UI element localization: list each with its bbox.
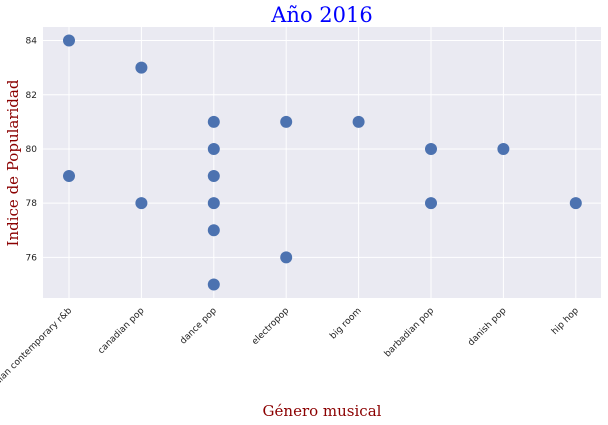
data-point [63,170,75,183]
data-point [207,142,220,155]
data-point [207,197,220,210]
data-point [207,115,220,128]
data-point [425,197,437,210]
y-axis-label: Indice de Popularidad [4,79,22,246]
chart-title: Año 2016 [270,3,372,27]
y-tick-label: 78 [26,199,38,209]
x-tick-label: barbadian pop [383,306,437,360]
x-tick-labels: canadian contemporary r&b canadian pop dan… [0,306,581,403]
y-tick-label: 82 [26,91,37,101]
data-point [207,278,220,291]
x-tick-label: hip hop [550,306,581,337]
x-tick-label: electropop [250,306,291,347]
grid-lines [43,27,601,298]
data-point [569,197,582,210]
x-tick-label: big room [328,306,363,341]
data-point [497,142,510,155]
data-point [63,34,75,47]
x-axis-label: Género musical [263,402,382,420]
data-points [63,34,582,291]
x-tick-label: canadian pop [96,306,146,356]
data-point [207,224,220,237]
data-point [207,170,220,183]
data-point [280,251,293,264]
data-point [135,61,148,74]
plot-area [43,27,601,298]
data-point [425,142,437,155]
x-tick-label: dance pop [178,306,219,347]
data-point [352,115,365,128]
y-tick-labels: 76 78 80 82 84 [26,37,38,264]
y-tick-label: 76 [26,253,38,263]
x-tick-label: danish pop [466,306,508,348]
data-point [280,115,293,128]
y-tick-label: 80 [26,145,38,155]
x-tick-label: canadian contemporary r&b [0,306,74,403]
y-tick-label: 84 [26,37,38,47]
data-point [135,197,148,210]
